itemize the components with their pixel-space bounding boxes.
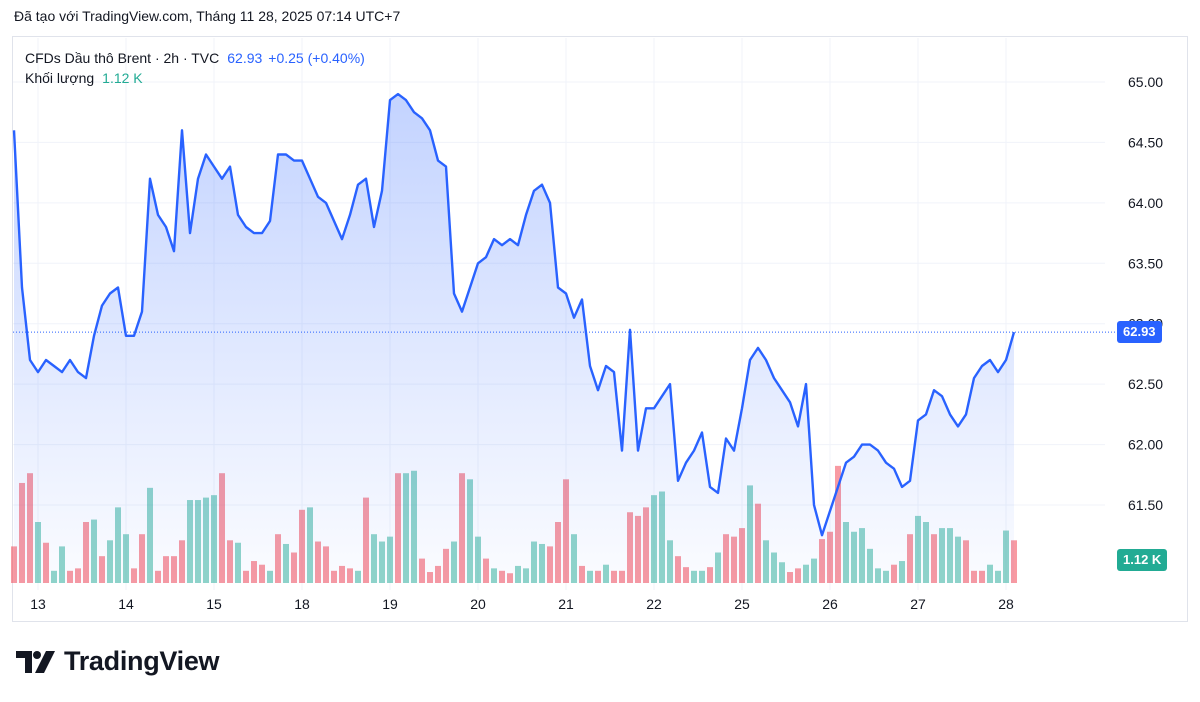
x-tick-label: 15 (206, 596, 222, 612)
x-tick-label: 22 (646, 596, 662, 612)
x-tick-label: 20 (470, 596, 486, 612)
chart-legend: CFDs Dầu thô Brent · 2h · TVC 62.93 +0.25 … (25, 48, 365, 88)
price-change: +0.25 (+0.40%) (268, 50, 365, 66)
last-price: 62.93 (227, 50, 263, 66)
tradingview-logo-icon (16, 650, 55, 673)
volume-axis-tag: 1.12 K (1117, 549, 1168, 571)
price-line (12, 92, 1016, 537)
tradingview-wordmark: TradingView (64, 646, 220, 676)
x-tick-label: 26 (822, 596, 838, 612)
created-with-caption: Đã tạo với TradingView.com, Tháng 11 28,… (14, 8, 401, 24)
x-tick-label: 27 (910, 596, 926, 612)
y-tick-label: 64.00 (1128, 195, 1163, 211)
y-tick-label: 65.00 (1128, 74, 1163, 90)
x-tick-label: 19 (382, 596, 398, 612)
x-tick-label: 25 (734, 596, 750, 612)
price-area-fill (14, 94, 1014, 583)
y-tick-label: 63.50 (1128, 255, 1163, 271)
y-tick-label: 61.50 (1128, 497, 1163, 513)
tradingview-logo[interactable]: TradingView (16, 646, 220, 677)
legend-row-price: CFDs Dầu thô Brent · 2h · TVC 62.93 +0.25 … (25, 48, 365, 68)
y-tick-label: 62.00 (1128, 437, 1163, 453)
volume-value: 1.12 K (102, 70, 143, 86)
x-tick-label: 13 (30, 596, 46, 612)
x-tick-label: 14 (118, 596, 134, 612)
legend-row-volume: Khối lượng 1.12 K (25, 68, 365, 88)
y-tick-label: 64.50 (1128, 134, 1163, 150)
chart-panel[interactable] (12, 36, 1188, 622)
x-tick-label: 21 (558, 596, 574, 612)
x-tick-label: 18 (294, 596, 310, 612)
price-axis-tag: 62.93 (1117, 321, 1162, 343)
y-tick-label: 62.50 (1128, 376, 1163, 392)
symbol-label[interactable]: CFDs Dầu thô Brent · 2h · TVC (25, 50, 220, 66)
volume-label[interactable]: Khối lượng (25, 70, 95, 86)
x-tick-label: 28 (998, 596, 1014, 612)
